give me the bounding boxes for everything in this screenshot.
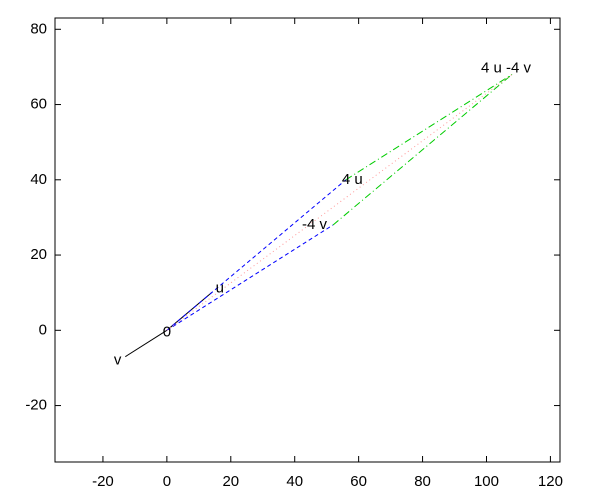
point-label: 4 u [342, 171, 363, 188]
x-tick-label: 40 [286, 473, 303, 490]
point-label: v [114, 352, 122, 369]
vector-line [332, 74, 513, 226]
point-label: 4 u -4 v [481, 59, 532, 76]
y-tick-label: 40 [30, 171, 47, 188]
y-tick-label: 80 [30, 20, 47, 37]
point-label: -4 v [302, 216, 328, 233]
vector-line [345, 74, 513, 181]
x-tick-label: -20 [92, 473, 114, 490]
x-tick-label: 20 [222, 473, 239, 490]
y-tick-label: 20 [30, 246, 47, 263]
point-label: u [216, 280, 224, 297]
vector-line [166, 224, 334, 331]
vector-line [166, 179, 347, 331]
x-tick-label: 120 [538, 473, 563, 490]
vector-line [125, 329, 168, 358]
x-tick-label: 80 [414, 473, 431, 490]
x-tick-label: 100 [474, 473, 499, 490]
x-tick-label: 0 [163, 473, 171, 490]
y-tick-label: -20 [25, 397, 47, 414]
y-tick-label: 60 [30, 96, 47, 113]
y-tick-label: 0 [39, 321, 47, 338]
plot-frame [54, 17, 561, 463]
point-label: 0 [163, 323, 171, 340]
x-tick-label: 60 [350, 473, 367, 490]
